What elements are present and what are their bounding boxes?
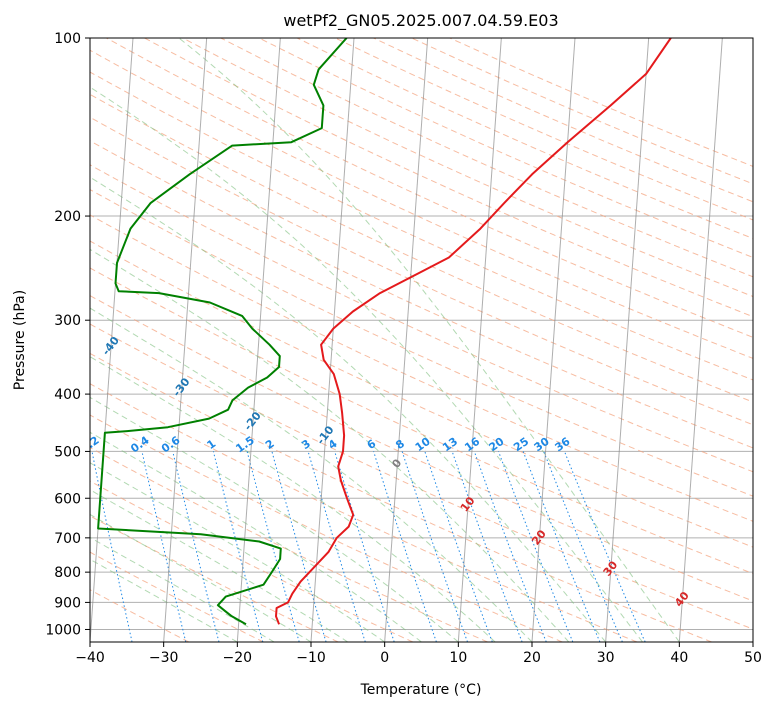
mixing-ratio-line xyxy=(522,451,601,642)
mixing-ratio-line xyxy=(172,451,220,642)
moist-adiabats xyxy=(90,38,680,642)
dry-adiabat xyxy=(90,49,753,359)
y-tick-label: 1000 xyxy=(45,622,81,638)
y-tick-label: 200 xyxy=(54,209,81,225)
isotherm-line xyxy=(310,38,355,642)
x-tick-label: 30 xyxy=(597,650,615,666)
y-tick-label: 500 xyxy=(54,444,81,460)
dry-adiabats xyxy=(90,38,753,642)
moist-adiabat xyxy=(90,558,238,642)
temperature-trace xyxy=(275,38,672,625)
mixing-ratio-line xyxy=(543,451,623,642)
moist-adiabat xyxy=(90,356,496,642)
dry-adiabat xyxy=(144,38,753,318)
mixing-ratio-line xyxy=(401,451,468,642)
mixing-ratio-line xyxy=(473,451,547,642)
mixing-ratio-label: 0.2 xyxy=(78,434,101,456)
dry-adiabat xyxy=(90,551,264,642)
y-tick-label: 700 xyxy=(54,531,81,547)
y-tick-label: 800 xyxy=(54,565,81,581)
isotherm-line xyxy=(457,38,502,642)
isotherm-line xyxy=(163,38,208,642)
y-tick-label: 100 xyxy=(54,31,81,47)
y-tick-label: 400 xyxy=(54,387,81,403)
isotherm-line xyxy=(90,38,134,642)
isotherm-line xyxy=(605,38,650,642)
dry-adiabat xyxy=(90,189,753,497)
dry-adiabat xyxy=(90,214,753,522)
moist-adiabat xyxy=(90,307,533,642)
moist-adiabat xyxy=(90,248,570,642)
dry-adiabat xyxy=(182,38,753,298)
x-tick-label: 0 xyxy=(380,650,389,666)
dry-adiabat xyxy=(90,295,753,602)
x-tick-label: 50 xyxy=(744,650,762,666)
isotherm-line xyxy=(236,38,281,642)
y-tick-label: 300 xyxy=(54,313,81,329)
mixing-ratio-line xyxy=(498,451,574,642)
moist-adiabat xyxy=(178,38,680,642)
isotherm-line xyxy=(678,38,723,642)
mixing-ratio-line xyxy=(212,451,264,642)
x-tick-label: −20 xyxy=(223,650,253,666)
dry-adiabat xyxy=(90,352,712,642)
moist-adiabat xyxy=(90,536,275,642)
x-tick-label: −30 xyxy=(149,650,179,666)
isotherm-line xyxy=(384,38,429,642)
dry-adiabat xyxy=(90,240,753,548)
mixing-ratio-lines xyxy=(91,451,646,642)
x-tick-label: 10 xyxy=(449,650,467,666)
x-tick-label: −10 xyxy=(296,650,326,666)
moist-adiabat xyxy=(90,86,643,642)
moist-adiabat xyxy=(90,431,422,642)
dry-adiabat xyxy=(90,116,753,426)
x-axis-label: Temperature (°C) xyxy=(360,682,482,698)
mixing-ratio-line xyxy=(451,451,523,642)
dry-adiabat xyxy=(90,140,753,449)
isotherm-line xyxy=(531,38,576,642)
mixing-ratio-line xyxy=(141,451,187,642)
dry-adiabat xyxy=(90,323,753,630)
dry-adiabat xyxy=(90,267,753,575)
moist-adiabat xyxy=(90,176,607,642)
mixing-ratio-line xyxy=(307,451,366,642)
y-tick-label: 600 xyxy=(54,491,81,507)
dry-adiabat xyxy=(90,71,753,381)
mixing-ratio-line xyxy=(271,451,327,642)
y-axis-ticks: 100 200 300 400 500 600 700 800 900 1000 xyxy=(45,31,90,638)
chart-title: wetPf2_GN05.2025.007.04.59.E03 xyxy=(283,11,558,31)
x-tick-label: 40 xyxy=(670,650,688,666)
y-axis-label: Pressure (hPa) xyxy=(12,290,28,390)
x-tick-label: 20 xyxy=(523,650,541,666)
skewed-isotherms xyxy=(90,38,753,642)
plot-frame xyxy=(89,37,754,643)
dry-adiabat xyxy=(90,446,488,642)
mixing-ratio-line xyxy=(91,451,133,642)
x-tick-label: −40 xyxy=(75,650,105,666)
dry-adiabat xyxy=(90,414,563,642)
moist-adiabat xyxy=(90,462,385,642)
dry-adiabat xyxy=(90,589,190,642)
dewpoint-trace xyxy=(97,38,348,626)
y-tick-label: 900 xyxy=(54,595,81,611)
sounding-traces xyxy=(97,38,672,626)
x-axis-ticks: −40 −30 −20 −10 0 10 20 30 40 50 xyxy=(75,642,762,666)
mixing-ratio-line xyxy=(373,451,437,642)
mixing-ratio-line xyxy=(424,451,493,642)
